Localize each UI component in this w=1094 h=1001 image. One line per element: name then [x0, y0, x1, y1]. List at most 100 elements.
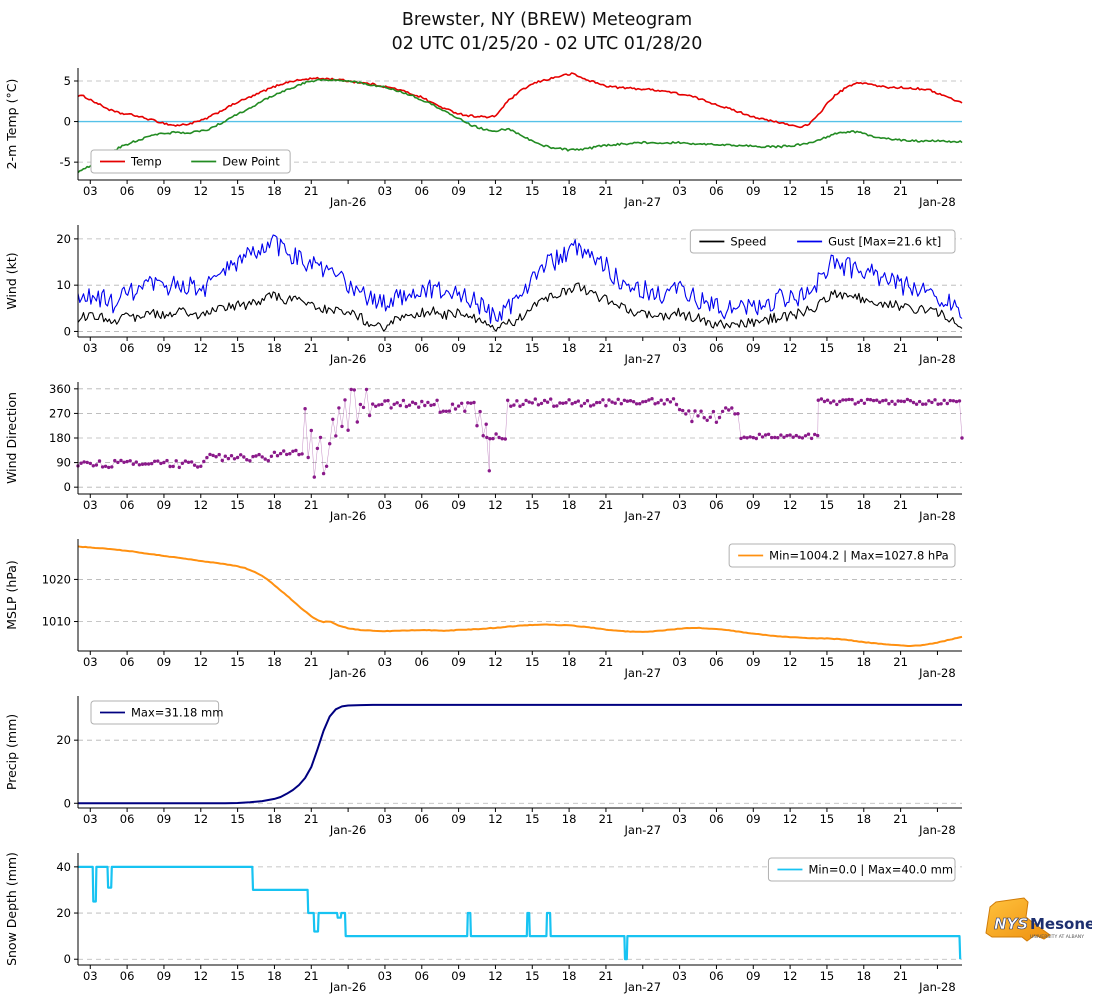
svg-text:09: 09: [157, 812, 172, 826]
svg-text:20: 20: [56, 232, 71, 246]
svg-text:06: 06: [709, 812, 724, 826]
svg-text:21: 21: [304, 341, 319, 355]
svg-text:03: 03: [83, 498, 98, 512]
svg-text:06: 06: [120, 498, 135, 512]
chart-title-block: Brewster, NY (BREW) Meteogram 02 UTC 01/…: [0, 0, 1094, 56]
nys-mesonet-logo-svg: NYS Mesonet UNIVERSITY AT ALBANY: [985, 897, 1094, 942]
x-axis-ticks: 03 06 09 12 15 18 21 Jan-26 03 06 09 12 15 18 21 Jan-27…: [83, 180, 956, 209]
svg-text:21: 21: [599, 498, 614, 512]
svg-text:15: 15: [820, 969, 835, 983]
panels-container: 03 06 09 12 15 18 21 Jan-26 03 06 09 12 15 18 21 Jan-27…: [0, 58, 1094, 1000]
svg-text:06: 06: [120, 655, 135, 669]
gust-line-series: [77, 234, 963, 324]
dew-point-line-series: [77, 78, 963, 174]
svg-text:18: 18: [267, 812, 282, 826]
svg-text:09: 09: [451, 812, 466, 826]
svg-text:15: 15: [230, 812, 245, 826]
y-axis-label: MSLP (hPa): [4, 560, 19, 630]
svg-text:15: 15: [525, 655, 540, 669]
svg-text:18: 18: [856, 341, 871, 355]
precip-line-series: [78, 704, 962, 805]
svg-text:21: 21: [893, 498, 908, 512]
svg-text:03: 03: [378, 812, 393, 826]
svg-text:270: 270: [49, 407, 71, 421]
svg-text:03: 03: [83, 969, 98, 983]
svg-text:03: 03: [83, 655, 98, 669]
y-axis-label: Snow Depth (mm): [4, 852, 19, 966]
svg-text:03: 03: [378, 969, 393, 983]
svg-text:12: 12: [783, 184, 798, 198]
svg-text:Jan-27: Jan-27: [624, 352, 662, 366]
gridlines: [78, 238, 962, 333]
svg-text:09: 09: [157, 655, 172, 669]
svg-text:21: 21: [304, 969, 319, 983]
svg-text:15: 15: [230, 341, 245, 355]
svg-text:15: 15: [525, 341, 540, 355]
svg-text:18: 18: [856, 969, 871, 983]
svg-text:18: 18: [856, 498, 871, 512]
svg-text:Jan-28: Jan-28: [918, 823, 956, 837]
svg-text:21: 21: [893, 341, 908, 355]
logo-name-text: Mesonet: [1030, 915, 1092, 933]
svg-text:18: 18: [562, 655, 577, 669]
svg-text:12: 12: [488, 498, 503, 512]
svg-text:09: 09: [746, 969, 761, 983]
svg-text:09: 09: [157, 184, 172, 198]
y-axis-label: Wind (kt): [4, 253, 19, 310]
legend-temp: Temp Dew Point: [90, 149, 291, 174]
x-axis-ticks: 03 06 09 12 15 18 21 Jan-26 03 06 09 12 15 18 21 Jan-27…: [83, 808, 956, 837]
svg-text:09: 09: [157, 969, 172, 983]
svg-text:12: 12: [783, 341, 798, 355]
panel-mslp: 03 06 09 12 15 18 21 Jan-26 03 06 09 12 15 18 21 Jan-27…: [0, 529, 1094, 686]
svg-text:12: 12: [783, 812, 798, 826]
logo-brand-text: NYS: [994, 915, 1028, 933]
legend-snow-depth: Min=0.0 | Max=40.0 mm: [767, 857, 956, 882]
svg-text:360: 360: [49, 382, 71, 396]
svg-text:09: 09: [157, 498, 172, 512]
svg-text:09: 09: [746, 184, 761, 198]
svg-text:Jan-28: Jan-28: [918, 195, 956, 209]
svg-text:Jan-26: Jan-26: [329, 195, 367, 209]
svg-text:0: 0: [64, 797, 71, 811]
svg-text:21: 21: [599, 655, 614, 669]
svg-text:0: 0: [64, 325, 71, 339]
x-axis-ticks: 03 06 09 12 15 18 21 Jan-26 03 06 09 12 15 18 21 Jan-27…: [83, 494, 956, 523]
svg-text:18: 18: [267, 498, 282, 512]
svg-text:21: 21: [893, 184, 908, 198]
svg-text:21: 21: [304, 655, 319, 669]
legend-label: Gust [Max=21.6 kt]: [828, 235, 941, 249]
svg-text:03: 03: [83, 184, 98, 198]
precip-chart: 03 06 09 12 15 18 21 Jan-26 03 06 09 12 15 18 21 Jan-27…: [4, 696, 962, 837]
svg-text:21: 21: [304, 812, 319, 826]
gridlines: [78, 740, 962, 804]
svg-text:1020: 1020: [42, 573, 71, 587]
svg-text:18: 18: [562, 812, 577, 826]
svg-text:06: 06: [414, 498, 429, 512]
svg-text:Jan-28: Jan-28: [918, 509, 956, 523]
svg-text:5: 5: [64, 74, 71, 88]
y-axis-ticks: -5 0 5: [60, 74, 78, 169]
svg-text:12: 12: [193, 498, 208, 512]
gridlines: [78, 388, 962, 488]
svg-text:03: 03: [672, 184, 687, 198]
svg-text:18: 18: [562, 498, 577, 512]
svg-text:06: 06: [414, 341, 429, 355]
y-axis-label: Wind Direction: [4, 392, 19, 484]
svg-text:06: 06: [709, 498, 724, 512]
svg-text:12: 12: [783, 969, 798, 983]
svg-text:18: 18: [856, 812, 871, 826]
y-axis-ticks: 0 10 20: [56, 232, 78, 339]
svg-text:06: 06: [414, 812, 429, 826]
nys-mesonet-logo: NYS Mesonet UNIVERSITY AT ALBANY: [980, 891, 1094, 965]
svg-text:40: 40: [56, 860, 71, 874]
svg-text:03: 03: [378, 655, 393, 669]
svg-text:Jan-27: Jan-27: [624, 509, 662, 523]
svg-text:90: 90: [56, 456, 71, 470]
svg-text:03: 03: [672, 969, 687, 983]
svg-text:06: 06: [120, 341, 135, 355]
svg-text:18: 18: [562, 184, 577, 198]
legend-label: Min=1004.2 | Max=1027.8 hPa: [769, 549, 949, 563]
y-axis-ticks: 1010 1020: [42, 573, 78, 629]
chart-subtitle: 02 UTC 01/25/20 - 02 UTC 01/28/20: [391, 33, 703, 54]
